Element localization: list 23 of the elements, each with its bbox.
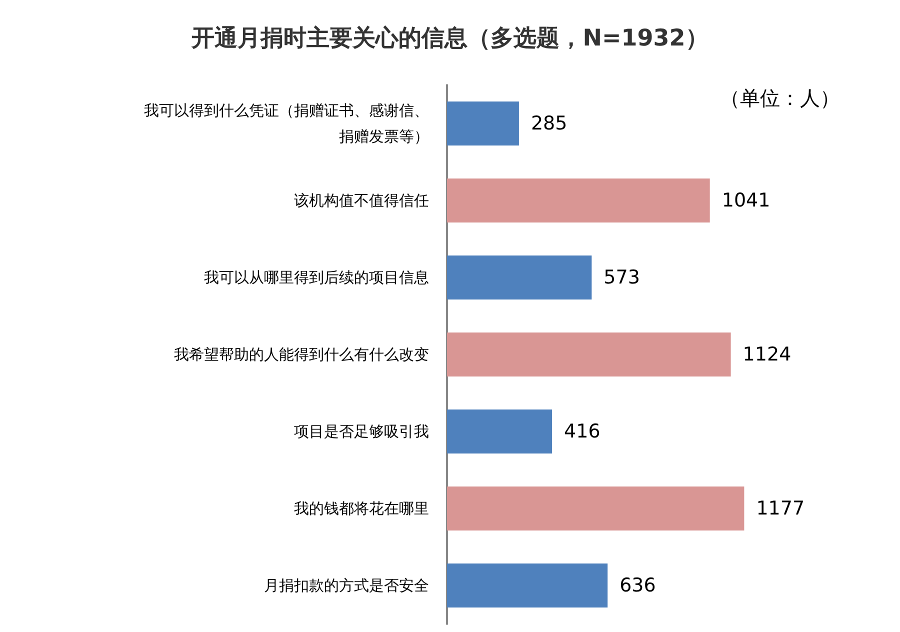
bar <box>447 486 744 530</box>
bar <box>447 256 592 300</box>
bar <box>447 102 519 146</box>
y-tick-label: 我可以得到什么凭证（捐赠证书、感谢信、捐赠发票等） <box>144 102 429 146</box>
data-label: 285 <box>530 112 568 134</box>
data-label: 636 <box>620 574 656 596</box>
data-label: 1177 <box>756 498 805 520</box>
y-tick-label: 该机构值不值得信任 <box>294 192 429 210</box>
data-label: 416 <box>564 420 600 442</box>
bar <box>447 410 552 454</box>
y-tick-label: 我的钱都将花在哪里 <box>294 500 429 518</box>
bar <box>447 332 731 376</box>
y-tick-label: 月捐扣款的方式是否安全 <box>264 576 429 594</box>
y-tick-label: 项目是否足够吸引我 <box>294 422 429 440</box>
chart-title: 开通月捐时主要关心的信息（多选题，N=1932） <box>190 24 708 52</box>
data-label: 573 <box>604 266 640 288</box>
y-tick-label: 我可以从哪里得到后续的项目信息 <box>204 268 429 286</box>
bar <box>447 178 710 222</box>
data-label: 1041 <box>722 190 770 212</box>
data-label: 1124 <box>742 344 792 366</box>
annotation: （单位：人） <box>720 86 840 110</box>
y-tick-label: 我希望帮助的人能得到什么有什么改变 <box>174 346 429 364</box>
bar <box>447 564 608 608</box>
